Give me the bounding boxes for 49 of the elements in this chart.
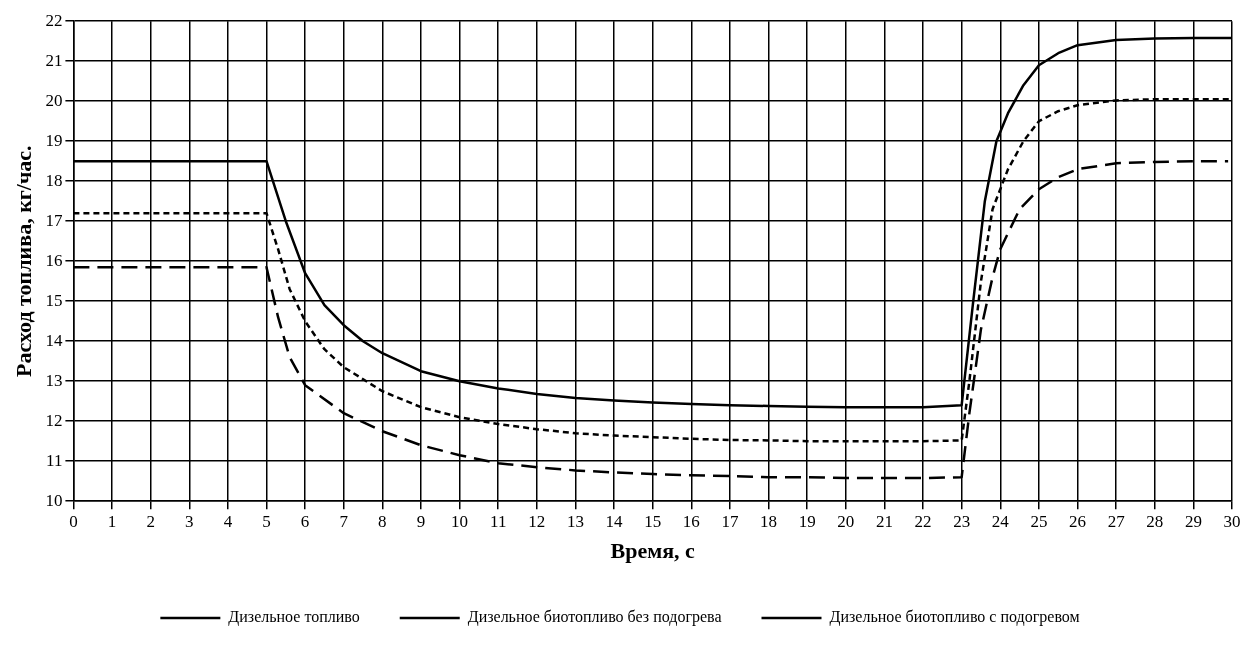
- y-tick-label: 10: [45, 490, 63, 510]
- legend-label: Дизельное топливо: [228, 608, 360, 627]
- x-tick-label: 14: [605, 511, 624, 531]
- x-tick-label: 15: [644, 511, 662, 531]
- x-tick-label: 4: [223, 511, 233, 531]
- x-tick-label: 19: [798, 511, 816, 531]
- y-tick-label: 17: [45, 210, 63, 230]
- y-tick-label: 18: [45, 170, 63, 190]
- x-tick-label: 7: [339, 511, 349, 531]
- x-tick-label: 30: [1223, 511, 1241, 531]
- x-tick-label: 12: [528, 511, 546, 531]
- y-axis-title: Расход топлива, кг/час.: [10, 145, 36, 378]
- x-tick-label: 2: [146, 511, 155, 531]
- y-tick-label: 11: [46, 450, 63, 470]
- y-tick-label: 21: [45, 50, 63, 70]
- x-tick-label: 5: [262, 511, 271, 531]
- y-tick-label: 14: [45, 330, 63, 350]
- x-tick-label: 18: [760, 511, 778, 531]
- x-tick-label: 26: [1069, 511, 1087, 531]
- x-tick-label: 21: [875, 511, 893, 531]
- x-tick-label: 13: [566, 511, 584, 531]
- y-tick-label: 19: [45, 130, 63, 150]
- x-tick-label: 29: [1184, 511, 1202, 531]
- y-tick-label: 13: [45, 370, 63, 390]
- x-tick-label: 25: [1030, 511, 1048, 531]
- x-tick-label: 3: [185, 511, 194, 531]
- x-tick-label: 1: [107, 511, 117, 531]
- legend-label: Дизельное биотопливо без подогрева: [467, 608, 722, 627]
- y-tick-label: 22: [45, 10, 63, 30]
- x-tick-label: 0: [69, 511, 78, 531]
- x-tick-label: 8: [378, 511, 387, 531]
- x-tick-label: 6: [300, 511, 310, 531]
- x-tick-label: 9: [416, 511, 426, 531]
- x-tick-label: 16: [682, 511, 700, 531]
- legend-label: Дизельное биотопливо с подогревом: [829, 608, 1080, 627]
- x-tick-label: 17: [721, 511, 739, 531]
- x-tick-label: 24: [991, 511, 1010, 531]
- y-tick-label: 16: [45, 250, 63, 270]
- x-tick-label: 10: [451, 511, 469, 531]
- x-tick-label: 20: [837, 511, 855, 531]
- x-tick-label: 11: [490, 511, 507, 531]
- x-tick-label: 23: [953, 511, 971, 531]
- x-tick-label: 27: [1107, 511, 1126, 531]
- x-tick-label: 22: [914, 511, 932, 531]
- y-tick-label: 12: [45, 410, 63, 430]
- x-axis-title: Время, с: [610, 538, 696, 564]
- y-tick-label: 15: [45, 290, 63, 310]
- y-tick-label: 20: [45, 90, 63, 110]
- x-tick-label: 28: [1146, 511, 1164, 531]
